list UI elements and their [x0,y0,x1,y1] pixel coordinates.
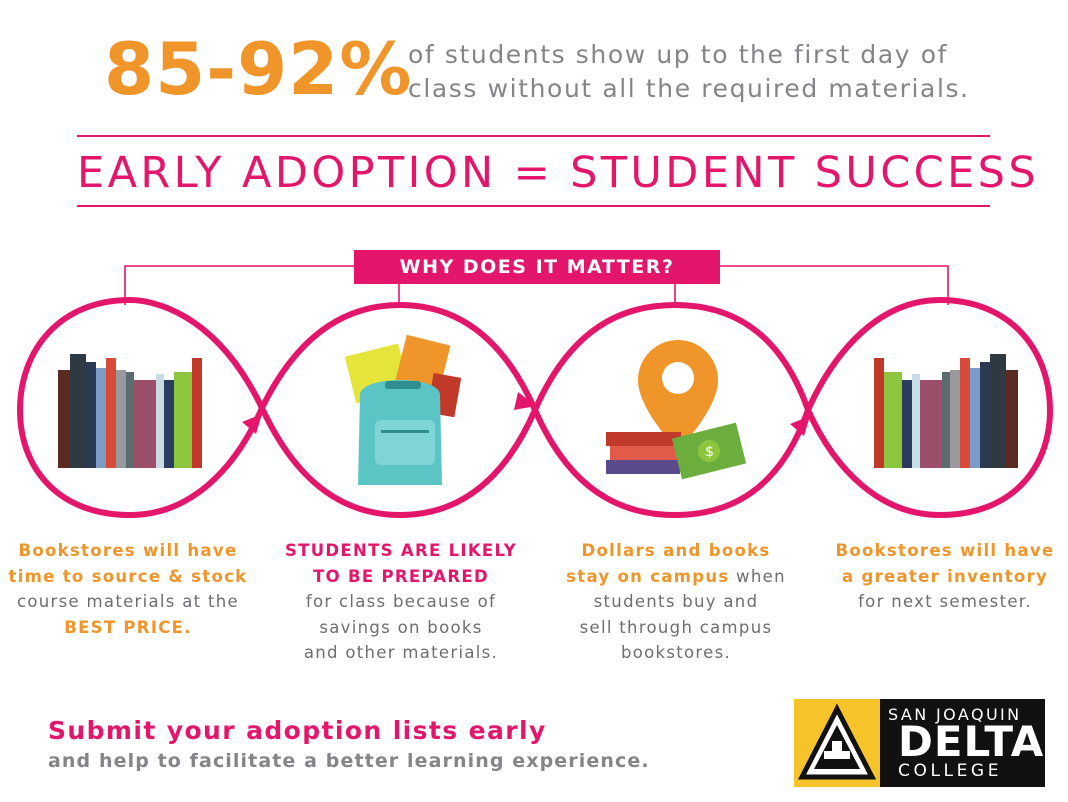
caption-2: STUDENTS ARE LIKELY TO BE PREPARED for c… [285,541,517,662]
logo-line3: COLLEGE [898,761,1003,781]
caption-1: Bookstores will have time to source & st… [8,541,248,637]
stat-text-line1: of students show up to the first day of [408,40,949,69]
headline-top-rule [77,135,990,137]
headline-bottom-rule [77,205,990,207]
books-stack-icon [606,432,682,474]
arrow-1-icon [242,414,262,434]
flow-diagram: $ [17,265,1053,518]
arrow-2-icon [514,392,536,410]
headline: EARLY ADOPTION = STUDENT SUCCESS [77,148,1040,198]
money-icon: $ [671,422,747,480]
books-icon [58,354,202,468]
books-icon [874,354,1018,468]
college-logo: SAN JOAQUIN DELTA COLLEGE [794,699,1045,787]
loop-1 [17,297,265,518]
logo-line1: SAN JOAQUIN [888,705,1022,724]
stat-number: 85-92% [104,27,413,111]
svg-text:$: $ [705,444,714,460]
why-does-it-matter-label: WHY DOES IT MATTER? [354,250,720,284]
caption-4: Bookstores will have a greater inventory… [835,541,1055,611]
cta-title: Submit your adoption lists early [48,716,547,745]
cta-subtitle: and help to facilitate a better learning… [48,750,650,772]
stat-description: of students show up to the first day of … [408,38,1008,106]
loop-4 [805,297,1053,518]
backpack-icon [344,334,462,485]
arrow-3-icon [790,416,810,436]
logo-line2: DELTA [898,717,1045,766]
location-pin-icon [638,340,718,450]
caption-3: Dollars and books stay on campus when st… [566,541,786,662]
stat-text-line2: class without all the required materials… [408,74,970,103]
delta-triangle-icon [797,703,877,780]
bracket-line [124,265,949,305]
